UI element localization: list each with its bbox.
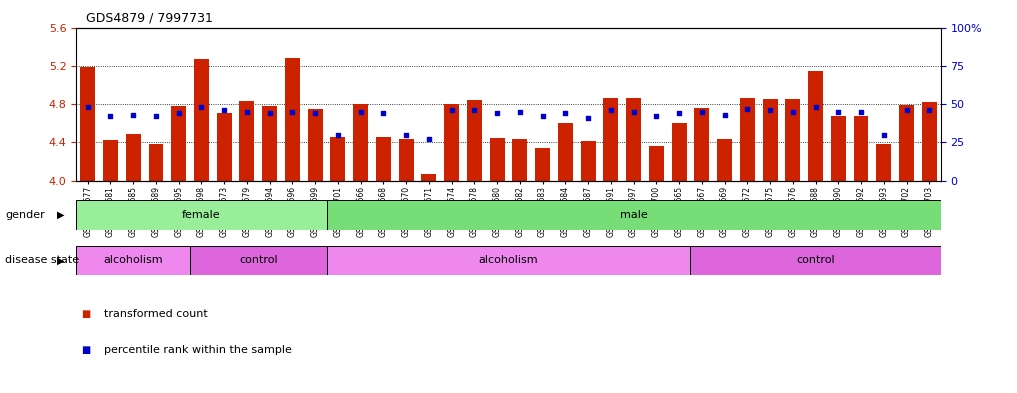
Bar bbox=[126, 134, 140, 181]
Bar bbox=[376, 137, 391, 181]
Text: ■: ■ bbox=[81, 309, 91, 320]
Bar bbox=[353, 104, 368, 181]
Bar bbox=[262, 106, 277, 181]
Point bbox=[103, 113, 119, 119]
Bar bbox=[831, 116, 846, 181]
Point bbox=[375, 110, 392, 116]
Text: alcoholism: alcoholism bbox=[104, 255, 163, 265]
Bar bbox=[239, 101, 254, 181]
Point bbox=[898, 107, 914, 114]
Point bbox=[443, 107, 460, 114]
Text: ▶: ▶ bbox=[57, 255, 64, 265]
Bar bbox=[171, 106, 186, 181]
Bar bbox=[217, 113, 232, 181]
Point bbox=[625, 108, 642, 115]
Point bbox=[762, 107, 778, 114]
Text: control: control bbox=[239, 255, 278, 265]
Point bbox=[307, 110, 323, 116]
Bar bbox=[80, 67, 95, 181]
Bar bbox=[535, 148, 550, 181]
Bar bbox=[740, 98, 755, 181]
Point bbox=[261, 110, 278, 116]
Point bbox=[580, 115, 596, 121]
Text: male: male bbox=[619, 210, 648, 220]
Point bbox=[171, 110, 187, 116]
Bar bbox=[148, 144, 164, 181]
Point bbox=[648, 113, 664, 119]
Point bbox=[421, 136, 437, 143]
Bar bbox=[308, 109, 322, 181]
Point bbox=[512, 108, 528, 115]
Text: alcoholism: alcoholism bbox=[479, 255, 538, 265]
Bar bbox=[513, 139, 527, 181]
Point bbox=[466, 107, 482, 114]
Text: ▶: ▶ bbox=[57, 210, 64, 220]
Bar bbox=[649, 146, 664, 181]
Bar bbox=[877, 144, 891, 181]
Bar bbox=[763, 99, 778, 181]
Point bbox=[830, 108, 846, 115]
Bar bbox=[76, 200, 326, 230]
Text: percentile rank within the sample: percentile rank within the sample bbox=[104, 345, 292, 355]
Point bbox=[876, 132, 892, 138]
Point bbox=[330, 132, 346, 138]
Bar bbox=[285, 58, 300, 181]
Point bbox=[216, 107, 232, 114]
Bar bbox=[603, 98, 618, 181]
Bar bbox=[103, 140, 118, 181]
Bar bbox=[695, 108, 709, 181]
Bar bbox=[809, 71, 823, 181]
Text: GDS4879 / 7997731: GDS4879 / 7997731 bbox=[86, 12, 214, 25]
Text: disease state: disease state bbox=[5, 255, 79, 265]
Bar bbox=[444, 104, 459, 181]
Point bbox=[239, 108, 255, 115]
Point bbox=[671, 110, 687, 116]
Point bbox=[739, 106, 756, 112]
Point bbox=[603, 107, 619, 114]
Point bbox=[398, 132, 414, 138]
Text: ■: ■ bbox=[81, 345, 91, 355]
Point bbox=[193, 104, 210, 110]
Point bbox=[489, 110, 505, 116]
Text: control: control bbox=[796, 255, 835, 265]
Text: transformed count: transformed count bbox=[104, 309, 207, 320]
Bar bbox=[467, 100, 482, 181]
Bar bbox=[326, 200, 941, 230]
Text: gender: gender bbox=[5, 210, 45, 220]
Bar bbox=[785, 99, 800, 181]
Bar bbox=[922, 102, 937, 181]
Point bbox=[125, 112, 141, 118]
Point bbox=[717, 112, 733, 118]
Bar bbox=[899, 105, 914, 181]
Point bbox=[853, 108, 870, 115]
Point bbox=[79, 104, 96, 110]
Point bbox=[807, 104, 824, 110]
Point bbox=[557, 110, 574, 116]
Bar bbox=[421, 174, 436, 181]
Bar bbox=[190, 246, 326, 275]
Bar bbox=[853, 116, 869, 181]
Point bbox=[285, 108, 301, 115]
Bar bbox=[194, 59, 208, 181]
Bar bbox=[581, 141, 596, 181]
Bar bbox=[626, 98, 641, 181]
Point bbox=[353, 108, 369, 115]
Bar bbox=[717, 139, 732, 181]
Bar bbox=[326, 246, 691, 275]
Point bbox=[535, 113, 551, 119]
Bar bbox=[558, 123, 573, 181]
Point bbox=[921, 107, 938, 114]
Bar bbox=[490, 138, 504, 181]
Bar bbox=[331, 137, 346, 181]
Bar bbox=[671, 123, 686, 181]
Text: female: female bbox=[182, 210, 221, 220]
Bar bbox=[691, 246, 941, 275]
Point bbox=[785, 108, 801, 115]
Point bbox=[147, 113, 164, 119]
Bar bbox=[399, 139, 414, 181]
Bar bbox=[76, 246, 190, 275]
Point bbox=[694, 108, 710, 115]
